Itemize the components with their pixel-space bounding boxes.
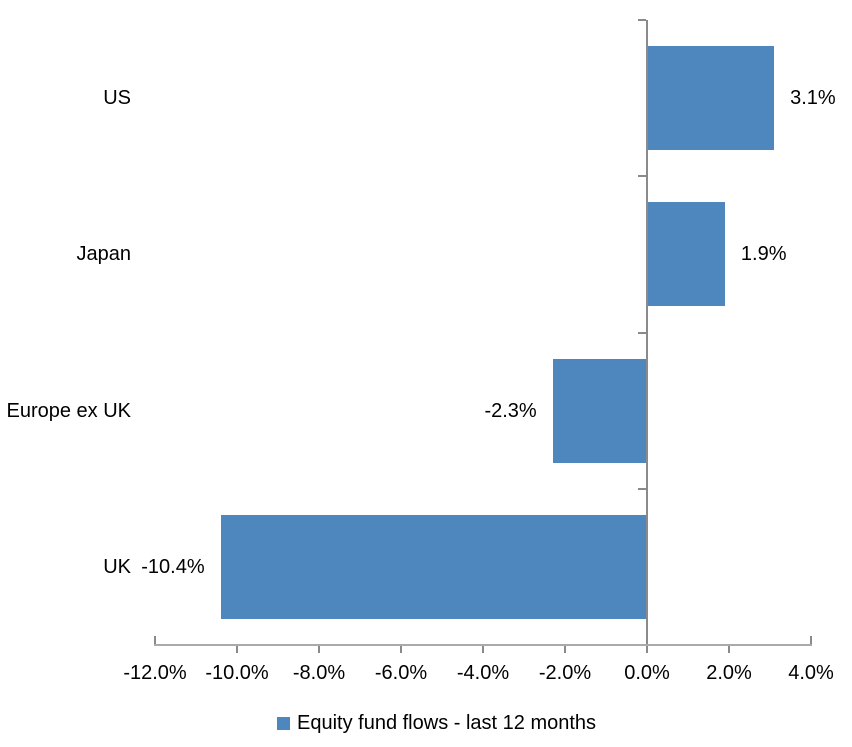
x-tick-label: -8.0% — [292, 662, 346, 684]
x-tick-mark — [318, 646, 320, 653]
bar-us — [647, 46, 775, 151]
value-label: 3.1% — [790, 87, 836, 110]
category-tick-mark — [638, 19, 646, 21]
x-tick-label: -2.0% — [538, 662, 592, 684]
x-tick-label: 2.0% — [706, 662, 752, 684]
legend: Equity fund flows - last 12 months — [277, 711, 596, 735]
x-tick-mark — [728, 646, 730, 653]
zero-axis-line — [646, 20, 648, 645]
category-label: UK — [103, 555, 131, 578]
legend-label: Equity fund flows - last 12 months — [297, 712, 597, 734]
bar-japan — [647, 202, 725, 307]
x-tick-label: -12.0% — [123, 662, 187, 684]
x-tick-mark — [646, 646, 648, 653]
category-label: Europe ex UK — [6, 399, 131, 422]
x-axis-end-cap — [810, 636, 812, 644]
x-tick-mark — [236, 646, 238, 653]
legend-swatch-icon — [277, 716, 290, 730]
x-axis-line — [154, 644, 812, 646]
x-tick-label: -4.0% — [456, 662, 510, 684]
bar-europe-ex-uk — [552, 358, 647, 463]
bar-uk — [220, 514, 647, 619]
value-label: 1.9% — [740, 243, 787, 266]
x-tick-label: -10.0% — [205, 662, 269, 684]
category-tick-mark — [638, 175, 646, 178]
x-tick-label: -6.0% — [374, 662, 428, 684]
value-label: -2.3% — [484, 399, 537, 422]
category-tick-mark — [638, 331, 646, 334]
category-label: US — [103, 87, 131, 110]
x-tick-mark — [400, 646, 402, 653]
value-label: -10.4% — [141, 555, 205, 578]
x-tick-label: 4.0% — [788, 662, 834, 684]
x-axis-end-cap — [154, 636, 156, 644]
x-tick-mark — [564, 646, 566, 653]
x-tick-mark — [482, 646, 484, 653]
category-label: Japan — [76, 243, 132, 266]
category-tick-mark — [638, 487, 646, 490]
x-tick-label: 0.0% — [624, 662, 670, 684]
